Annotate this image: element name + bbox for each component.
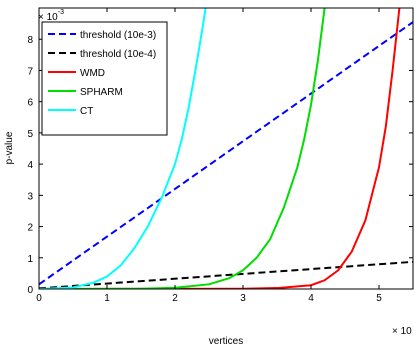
legend-label-4: CT: [80, 106, 93, 117]
legend-label-1: threshold (10e-4): [80, 49, 156, 60]
y-tick-label-4: 4: [27, 160, 33, 171]
x-tick-label-1: 1: [104, 293, 110, 304]
x-tick-label-5: 5: [376, 293, 382, 304]
x-tick-label-3: 3: [240, 293, 246, 304]
x-tick-label-4: 4: [308, 293, 314, 304]
x-axis-label: vertices: [209, 336, 243, 347]
legend-label-0: threshold (10e-3): [80, 30, 156, 41]
y-tick-label-3: 3: [27, 191, 33, 202]
y-axis-label: p-value: [4, 131, 15, 164]
x-tick-label-2: 2: [172, 293, 178, 304]
y-tick-label-7: 7: [27, 66, 33, 77]
legend: threshold (10e-3) threshold (10e-4) WMD SPH…: [42, 22, 167, 135]
y-tick-label-6: 6: [27, 98, 33, 109]
legend-label-2: WMD: [80, 68, 105, 79]
y-tick-label-0: 0: [27, 285, 33, 296]
x-exponent-label: × 10: [392, 326, 412, 337]
y-tick-label-5: 5: [27, 129, 33, 140]
y-tick-label-1: 1: [27, 254, 33, 265]
x-tick-label-0: 0: [36, 293, 42, 304]
y-tick-label-2: 2: [27, 223, 33, 234]
legend-label-3: SPHARM: [80, 87, 123, 98]
y-tick-label-8: 8: [27, 35, 33, 46]
